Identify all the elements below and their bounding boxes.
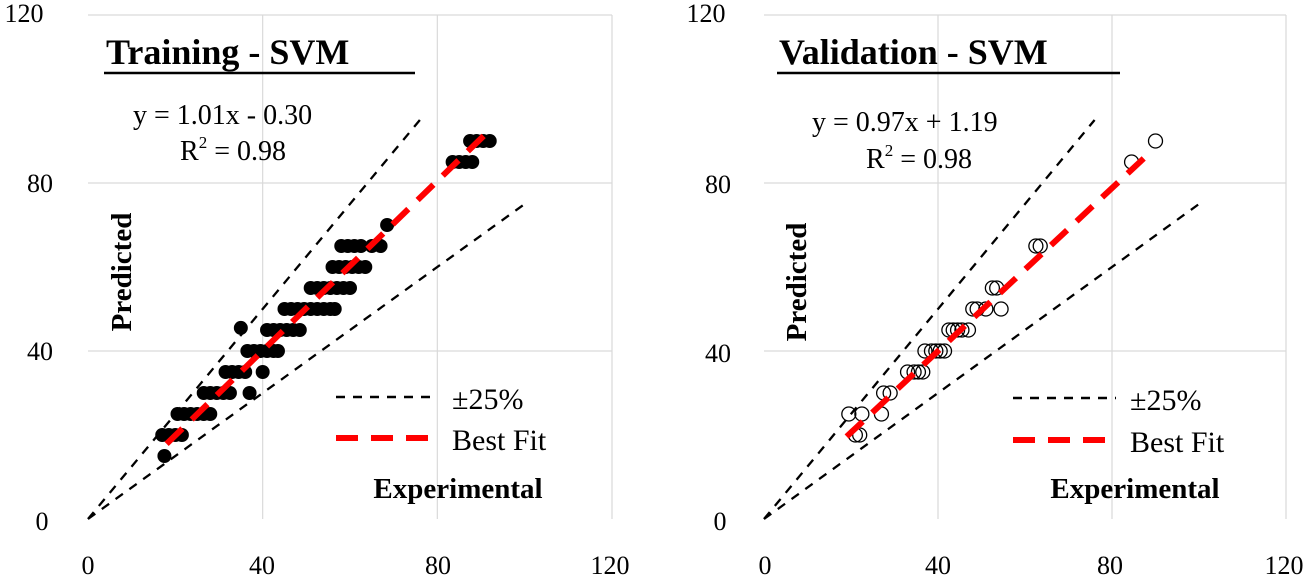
validation-point-24 [984,280,1001,296]
validation-ylabel: Predicted [781,223,813,342]
validation-y-tick-40: 40 [705,339,731,368]
validation-equation: y = 0.97x + 1.19 [812,107,998,138]
validation-point-11 [917,343,933,359]
validation-x-tick-0: 0 [759,551,772,578]
training-point-67 [465,155,480,169]
validation-point-8 [906,364,922,380]
validation-y-tick-0: 0 [714,507,727,536]
validation-point-14 [932,343,948,359]
validation-point-6 [882,385,898,401]
training-x-tick-80: 80 [425,551,451,578]
training-ylabel: Predicted [106,213,138,332]
validation-chart: 120 80 40 0 0 40 80 120 Validation - SVM… [687,0,1304,578]
validation-title: Validation - SVM [779,32,1048,72]
validation-lower-bound-line [763,203,1200,520]
validation-x-tick-40: 40 [925,551,951,578]
training-legend-upper-label: ±25% [452,383,523,416]
training-x-tick-0: 0 [82,551,95,578]
validation-point-19 [954,322,970,338]
training-x-tick-120: 120 [591,551,630,578]
training-upper-bound-line [87,119,421,520]
training-y-tick-0: 0 [36,507,49,536]
training-point-56 [358,260,373,274]
training-point-60 [353,239,368,253]
validation-point-3 [854,406,870,422]
validation-x-tick-80: 80 [1097,551,1123,578]
training-xlabel: Experimental [373,473,542,505]
validation-y-tick-80: 80 [705,170,731,199]
training-y-tick-80: 80 [27,169,53,198]
validation-point-0 [841,406,857,422]
training-x-tick-40: 40 [249,551,275,578]
training-point-50 [343,281,357,295]
validation-r2: R2 = 0.98 [866,141,972,175]
validation-point-30 [1147,133,1164,149]
training-best-fit-line [164,127,492,447]
validation-fit [844,153,1149,439]
training-point-43 [327,302,342,316]
validation-y-tick-120: 120 [687,0,726,28]
validation-x-tick-120: 120 [1265,551,1304,578]
validation-upper-bound-line [763,119,1096,520]
training-point-63 [380,218,395,232]
training-y-tick-40: 40 [27,337,53,366]
validation-point-10 [915,364,931,380]
validation-point-13 [928,343,944,359]
training-r2: R2 = 0.98 [180,133,286,167]
training-title: Training - SVM [106,32,349,72]
validation-legend-fit-label: Best Fit [1130,426,1225,459]
training-point-0 [157,449,172,463]
validation-xlabel: Experimental [1050,473,1219,505]
training-chart: 120 80 40 0 0 40 80 120 Training - SVM y… [5,0,630,578]
training-gridlines [88,14,613,519]
training-point-21 [255,365,270,379]
training-point-71 [482,134,497,148]
training-lower-bound-line [87,203,526,520]
training-point-27 [270,344,285,358]
validation-point-27 [1028,238,1044,254]
validation-gridlines [764,14,1287,519]
training-legend-fit-label: Best Fit [452,424,547,457]
training-point-33 [292,323,307,337]
training-bounds [87,119,526,520]
training-y-tick-120: 120 [5,0,44,28]
training-point-10 [203,407,218,421]
validation-bounds [763,119,1200,520]
validation-legend-upper-label: ±25% [1130,384,1201,417]
validation-point-26 [993,301,1009,317]
training-equation: y = 1.01x - 0.30 [133,100,312,131]
validation-best-fit-line [844,153,1149,439]
training-fit [164,127,492,447]
training-point-34 [233,320,248,335]
training-point-16 [242,386,257,400]
